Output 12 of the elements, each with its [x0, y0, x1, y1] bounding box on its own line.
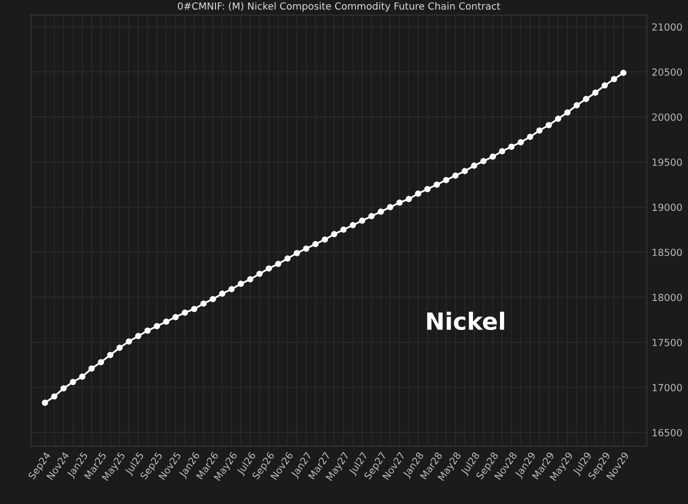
y-tick-label: 20500 — [652, 68, 682, 76]
chart-title: 0#CMNIF: (M) Nickel Composite Commodity Future Chain Contract — [178, 2, 500, 12]
annotation: Nickel — [427, 312, 504, 330]
y-tick-label: 16500 — [652, 428, 682, 436]
y-tick-label: 18500 — [652, 248, 682, 256]
y-tick-label: 21000 — [652, 23, 682, 31]
y-tick-label: 19500 — [652, 158, 682, 166]
y-tick-label: 17000 — [652, 384, 682, 392]
y-tick-label: 18000 — [652, 294, 682, 302]
y-tick-label: 20000 — [652, 113, 682, 121]
y-tick-label: 17500 — [652, 338, 682, 346]
y-tick-label: 19000 — [652, 204, 682, 211]
